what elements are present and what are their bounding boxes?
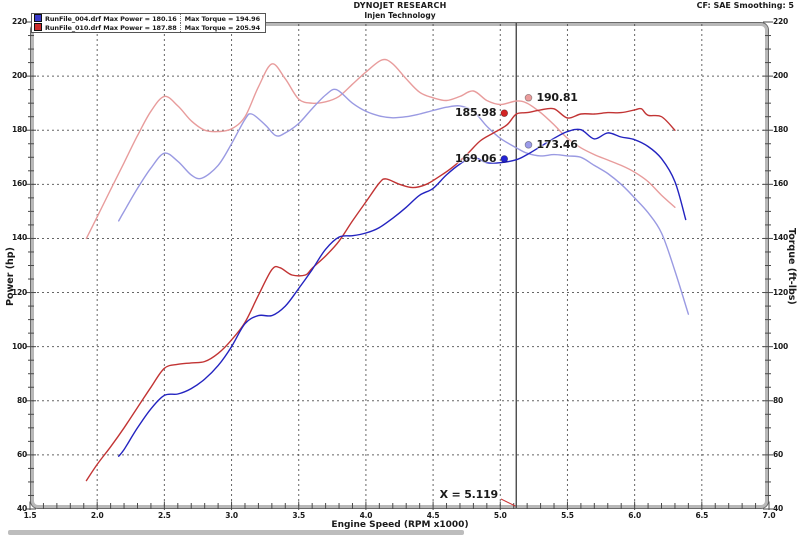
x-tick-label: 2.0 xyxy=(90,511,104,520)
y-axis-right-title: Torque (ft-lbs) xyxy=(786,228,797,305)
y-tick-label-left: 160 xyxy=(11,179,27,189)
x-tick-label: 1.5 xyxy=(23,511,37,520)
annotation-label: 173.46 xyxy=(536,137,578,151)
y-tick-label-right: 120 xyxy=(773,287,789,297)
y-tick-label-left: 140 xyxy=(11,233,27,243)
y-tick-label-left: 200 xyxy=(11,71,27,81)
y-tick-label-right: 80 xyxy=(773,395,784,405)
series-curve-runfile-004-power-hp- xyxy=(118,128,687,457)
x-tick-label: 7.0 xyxy=(762,511,776,520)
y-axis-left-title: Power (hp) xyxy=(5,247,16,306)
legend-torque-cell: Max Torque = 205.94 xyxy=(179,23,266,33)
x-tick-label: 2.5 xyxy=(158,511,171,520)
y-tick-label-right: 180 xyxy=(773,125,789,135)
y-tick-label-right: 140 xyxy=(773,233,789,243)
x-tick-label: 4.5 xyxy=(426,511,440,520)
cursor-label-connector xyxy=(500,498,516,507)
page-title: DYNOJET RESEARCH xyxy=(353,1,447,10)
y-tick-label-left: 120 xyxy=(11,287,27,297)
y-tick-label-right: 100 xyxy=(773,341,789,351)
legend-row[interactable]: RunFile_010.drf Max Power = 187.88 Max To… xyxy=(32,23,266,33)
annotation-dot xyxy=(500,109,509,117)
annotation-label: 169.06 xyxy=(455,151,497,165)
legend-run-label: RunFile_010.drf Max Power = 187.88 xyxy=(45,24,177,32)
x-tick-label: 6.0 xyxy=(628,511,641,520)
y-tick-label-left: 100 xyxy=(11,341,27,351)
y-tick-label-right: 40 xyxy=(773,504,784,513)
legend-box: RunFile_004.drf Max Power = 180.16 Max To… xyxy=(31,13,267,33)
cursor-x-label: X = 5.119 xyxy=(439,488,499,501)
x-tick-label: 4.0 xyxy=(359,511,373,520)
y-tick-label-left: 40 xyxy=(16,504,27,513)
legend-color-chip xyxy=(34,23,42,31)
y-tick-label-right: 60 xyxy=(773,449,784,459)
y-tick-label-left: 80 xyxy=(16,395,27,405)
x-tick-label: 3.0 xyxy=(225,511,238,520)
legend-run-label: RunFile_004.drf Max Power = 180.16 xyxy=(45,15,177,23)
correction-smoothing-label: CF: SAE Smoothing: 5 xyxy=(696,1,794,10)
y-tick-label-right: 200 xyxy=(773,71,789,81)
y-tick-label-right: 220 xyxy=(773,17,789,26)
x-axis-title: Engine Speed (RPM x1000) xyxy=(331,520,469,530)
legend-color-chip xyxy=(34,14,42,22)
annotation-dot xyxy=(524,93,533,102)
legend-torque-cell: Max Torque = 194.96 xyxy=(179,13,266,23)
annotation-label: 185.98 xyxy=(455,106,497,120)
x-tick-label: 6.5 xyxy=(695,511,709,520)
x-tick-label: 3.5 xyxy=(292,511,306,520)
bottom-scrollbar-strip[interactable] xyxy=(8,530,464,535)
series-curve-runfile-004-torque-ft-lbs- xyxy=(118,88,690,315)
legend-power-cell: RunFile_010.drf Max Power = 187.88 xyxy=(32,23,181,33)
legend-row[interactable]: RunFile_004.drf Max Power = 180.16 Max To… xyxy=(32,13,266,23)
y-tick-label-right: 160 xyxy=(773,179,789,189)
series-curve-runfile-010-power-hp- xyxy=(85,107,676,482)
annotation-dot xyxy=(524,141,533,149)
x-tick-label: 5.5 xyxy=(561,511,574,520)
series-curve-runfile-010-torque-ft-lbs- xyxy=(85,58,676,240)
y-tick-label-left: 60 xyxy=(16,449,27,459)
annotation-label: 190.81 xyxy=(536,90,578,104)
page-subtitle: Injen Technology xyxy=(364,11,436,20)
legend-power-cell: RunFile_004.drf Max Power = 180.16 xyxy=(32,14,181,23)
y-tick-label-left: 220 xyxy=(11,17,27,26)
y-tick-label-left: 180 xyxy=(11,125,27,135)
annotation-dot xyxy=(500,155,509,163)
x-tick-label: 5.0 xyxy=(493,511,507,520)
